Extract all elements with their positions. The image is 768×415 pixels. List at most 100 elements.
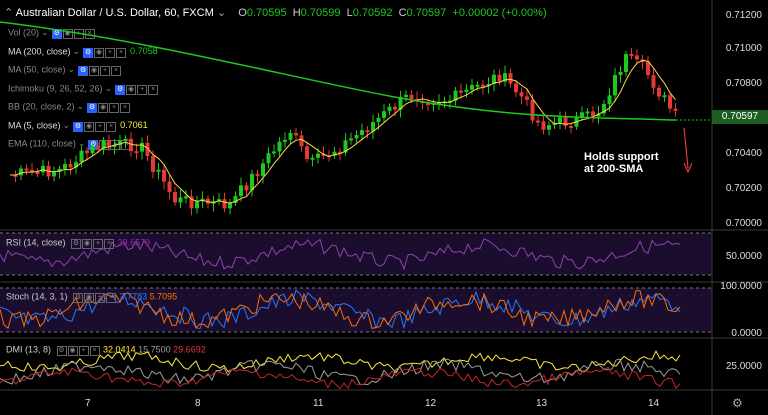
open-label: O [238, 7, 247, 19]
indicator-label[interactable]: MA (200, close) [8, 45, 71, 56]
rsi-label[interactable]: RSI (14, close) [6, 237, 66, 248]
close-icon[interactable]: × [106, 121, 117, 132]
indicator-controls[interactable]: ⚙◉+× [78, 64, 122, 76]
indicator-controls[interactable]: ⚙◉+× [87, 101, 131, 113]
dmi-controls[interactable]: ⚙ ◉ + × [56, 344, 101, 356]
eye-icon[interactable]: ◉ [98, 103, 109, 113]
candle-body [662, 95, 667, 98]
close-icon[interactable]: × [89, 346, 100, 356]
candle-body [629, 53, 634, 56]
indicator-label[interactable]: EMA (110, close) [8, 138, 76, 149]
candle-body [514, 83, 518, 93]
dmi-label[interactable]: DMI (13, 8) [6, 344, 52, 355]
candle-body [360, 130, 364, 136]
add-icon[interactable]: + [137, 84, 148, 95]
settings-icon[interactable]: ⚙ [78, 66, 89, 76]
stoch-tick-top: 100.0000 [720, 281, 762, 292]
eye-icon[interactable]: ◉ [67, 346, 78, 356]
chevron-down-icon[interactable]: ⌄ [104, 82, 113, 93]
rsi-controls[interactable]: ⚙ ◉ + × [71, 237, 115, 249]
add-icon[interactable]: + [78, 346, 89, 356]
dmi-value-3: 29.6692 [173, 344, 206, 355]
candle-body [68, 163, 73, 168]
candle-body [404, 94, 408, 97]
indicator-label[interactable]: MA (5, close) [8, 119, 61, 130]
add-icon[interactable]: + [95, 121, 106, 132]
dmi-adx-line [0, 350, 681, 374]
eye-icon[interactable]: ◉ [126, 84, 137, 95]
settings-icon[interactable]: ⚙ [83, 47, 94, 58]
stoch-label[interactable]: Stoch (14, 3, 1) [6, 291, 68, 302]
candle-body [52, 171, 56, 177]
indicator-label[interactable]: BB (20, close, 2) [8, 101, 75, 112]
eye-icon[interactable]: ◉ [62, 29, 73, 39]
candle-body [184, 196, 188, 199]
indicator-label[interactable]: MA (50, close) [8, 64, 66, 75]
chevron-down-icon[interactable]: ⌄ [62, 119, 71, 130]
candle-body [607, 95, 612, 104]
candle-body [35, 172, 40, 175]
settings-gear-icon[interactable]: ⚙ [732, 396, 743, 410]
candle-body [123, 138, 128, 141]
stoch-k-value: 3.7783 [119, 291, 148, 302]
close-icon[interactable]: × [104, 239, 115, 249]
eye-icon[interactable]: ◉ [82, 239, 93, 249]
add-icon[interactable]: + [105, 47, 116, 58]
candle-body [624, 53, 628, 72]
candle-body [167, 181, 172, 193]
add-icon[interactable]: + [93, 239, 104, 249]
dmi-tick: 25.0000 [725, 361, 762, 372]
eye-icon[interactable]: ◉ [89, 66, 100, 76]
price-tick: 0.71200 [725, 10, 762, 21]
settings-icon[interactable]: ⚙ [56, 346, 67, 356]
candle-body [41, 165, 45, 173]
indicator-label[interactable]: Ichimoku (9, 26, 52, 26) [8, 82, 103, 93]
add-icon[interactable]: + [100, 66, 111, 76]
candle-body [96, 145, 100, 149]
chevron-down-icon[interactable]: ⌄ [216, 7, 227, 19]
settings-icon[interactable]: ⚙ [87, 103, 98, 113]
candle-body [13, 174, 18, 177]
indicator-label[interactable]: Vol (20) [8, 27, 40, 38]
candle-body [156, 169, 161, 172]
indicator-controls[interactable]: ⚙◉+× [83, 46, 127, 58]
candle-body [90, 145, 95, 154]
chevron-down-icon[interactable]: ⌄ [76, 101, 85, 112]
eye-icon[interactable]: ◉ [84, 121, 95, 132]
settings-icon[interactable]: ⚙ [115, 84, 126, 95]
collapse-icon[interactable]: ⌃ [4, 7, 14, 19]
settings-icon[interactable]: ⚙ [71, 239, 82, 249]
settings-icon[interactable]: ⚙ [73, 121, 84, 132]
candle-body [101, 140, 106, 149]
candle-body [591, 111, 595, 117]
candle-body [409, 94, 414, 99]
candle-body [277, 141, 282, 152]
eye-icon[interactable]: ◉ [84, 293, 95, 303]
chevron-down-icon[interactable]: ⌄ [67, 64, 76, 75]
symbol-title[interactable]: Australian Dollar / U.S. Dollar, 60, FXC… [15, 7, 214, 19]
chevron-down-icon[interactable]: ⌄ [72, 45, 81, 56]
close-icon[interactable]: × [120, 103, 131, 113]
close-icon[interactable]: × [106, 293, 117, 303]
chevron-down-icon[interactable]: ⌄ [77, 138, 86, 149]
candle-body [371, 122, 375, 132]
chart-header: ⌃ Australian Dollar / U.S. Dollar, 60, F… [4, 6, 547, 19]
stoch-d-value: 5.7095 [149, 291, 178, 302]
close-icon[interactable]: × [111, 66, 122, 76]
rsi-value: 39.6579 [117, 237, 151, 248]
candle-body [189, 196, 194, 209]
settings-icon[interactable]: ⚙ [73, 293, 84, 303]
close-icon[interactable]: × [148, 84, 159, 95]
chevron-down-icon[interactable]: ⌄ [41, 27, 49, 38]
stoch-controls[interactable]: ⚙ ◉ + × [73, 291, 117, 303]
eye-icon[interactable]: ◉ [94, 47, 105, 58]
add-icon[interactable]: + [109, 103, 120, 113]
add-icon[interactable]: + [95, 293, 106, 303]
time-tick: 14 [648, 398, 660, 409]
close-icon[interactable]: × [116, 47, 127, 58]
indicator-controls[interactable]: ⚙◉+× [73, 120, 117, 132]
candle-body [316, 153, 320, 158]
indicator-controls[interactable]: ⚙◉+× [115, 83, 159, 95]
current-price-badge: 0.70597 [712, 110, 768, 124]
